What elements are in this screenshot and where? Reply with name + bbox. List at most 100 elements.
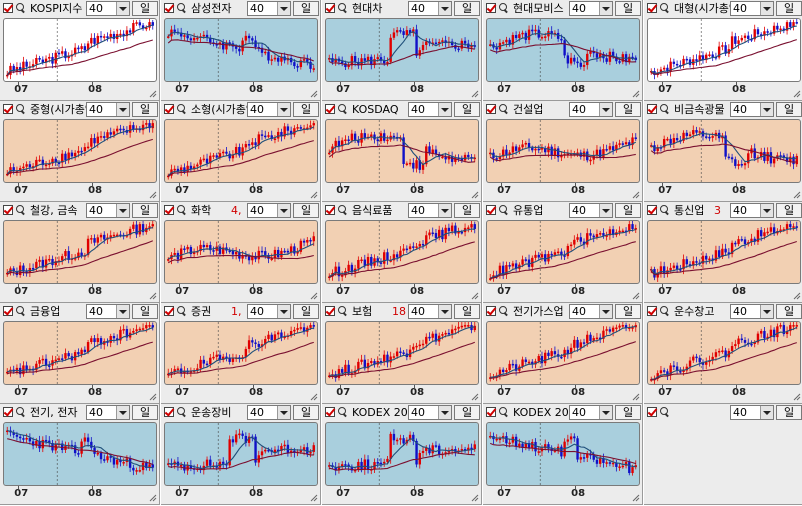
chevron-down-icon[interactable] bbox=[116, 2, 129, 15]
interval-button[interactable]: 일 bbox=[293, 203, 319, 218]
interval-button[interactable]: 일 bbox=[293, 405, 319, 420]
period-select[interactable]: 40 bbox=[247, 102, 291, 117]
candlestick-chart[interactable] bbox=[647, 321, 801, 385]
search-icon[interactable] bbox=[338, 306, 346, 314]
search-icon[interactable] bbox=[16, 407, 24, 415]
resize-grip-icon[interactable] bbox=[632, 90, 640, 98]
search-icon[interactable] bbox=[499, 306, 507, 314]
interval-button[interactable]: 일 bbox=[776, 405, 802, 420]
chevron-down-icon[interactable] bbox=[116, 103, 129, 116]
period-select[interactable]: 40 bbox=[86, 304, 130, 319]
chart-cell[interactable]: KOSPI지수 40 일 07 08 bbox=[0, 0, 160, 101]
period-select[interactable]: 40 bbox=[408, 102, 452, 117]
resize-grip-icon[interactable] bbox=[471, 494, 479, 502]
resize-grip-icon[interactable] bbox=[793, 292, 801, 300]
search-icon[interactable] bbox=[177, 3, 185, 11]
chart-cell[interactable]: 운송장비 40 일 07 08 bbox=[161, 404, 321, 505]
chart-cell[interactable]: 소형(시가총액)40 일 07 08 bbox=[161, 101, 321, 202]
chart-title[interactable]: 소형(시가총액) bbox=[191, 103, 247, 116]
period-select[interactable]: 40 bbox=[569, 304, 613, 319]
search-icon[interactable] bbox=[338, 3, 346, 11]
chevron-down-icon[interactable] bbox=[116, 204, 129, 217]
checkbox-icon[interactable] bbox=[647, 104, 657, 114]
search-icon[interactable] bbox=[660, 205, 668, 213]
candlestick-chart[interactable] bbox=[164, 119, 318, 183]
search-icon[interactable] bbox=[16, 306, 24, 314]
period-select[interactable]: 40 bbox=[86, 1, 130, 16]
chart-cell[interactable]: 통신업 3 40 일 07 08 bbox=[644, 202, 802, 303]
chevron-down-icon[interactable] bbox=[277, 204, 290, 217]
resize-grip-icon[interactable] bbox=[310, 393, 318, 401]
period-select[interactable]: 40 bbox=[86, 102, 130, 117]
period-select[interactable]: 40 bbox=[86, 405, 130, 420]
candlestick-chart[interactable] bbox=[486, 220, 640, 284]
period-select[interactable]: 40 bbox=[247, 203, 291, 218]
period-select[interactable]: 40 bbox=[569, 203, 613, 218]
resize-grip-icon[interactable] bbox=[310, 191, 318, 199]
chart-cell[interactable]: 증권 1, 40 일 07 08 bbox=[161, 303, 321, 404]
search-icon[interactable] bbox=[499, 407, 507, 415]
chevron-down-icon[interactable] bbox=[438, 204, 451, 217]
chart-title[interactable]: 중형(시가총액) bbox=[30, 103, 86, 116]
chart-title[interactable]: KODEX 200 bbox=[513, 406, 569, 419]
chart-cell[interactable]: 전기가스업 40 일 07 08 bbox=[483, 303, 643, 404]
interval-button[interactable]: 일 bbox=[615, 102, 641, 117]
period-select[interactable]: 40 bbox=[569, 1, 613, 16]
chart-cell[interactable]: 철강, 금속 40 일 07 08 bbox=[0, 202, 160, 303]
chevron-down-icon[interactable] bbox=[438, 2, 451, 15]
search-icon[interactable] bbox=[177, 407, 185, 415]
candlestick-chart[interactable] bbox=[325, 220, 479, 284]
chart-title[interactable]: 금융업 bbox=[30, 305, 61, 318]
checkbox-icon[interactable] bbox=[647, 407, 657, 417]
checkbox-icon[interactable] bbox=[325, 104, 335, 114]
search-icon[interactable] bbox=[338, 205, 346, 213]
period-select[interactable]: 40 bbox=[569, 102, 613, 117]
chart-title[interactable]: KOSPI지수 bbox=[30, 2, 83, 15]
resize-grip-icon[interactable] bbox=[310, 494, 318, 502]
search-icon[interactable] bbox=[499, 205, 507, 213]
chevron-down-icon[interactable] bbox=[599, 305, 612, 318]
chevron-down-icon[interactable] bbox=[760, 305, 773, 318]
period-select[interactable]: 40 bbox=[86, 203, 130, 218]
chart-cell[interactable]: 건설업 40 일 07 08 bbox=[483, 101, 643, 202]
search-icon[interactable] bbox=[338, 407, 346, 415]
resize-grip-icon[interactable] bbox=[471, 191, 479, 199]
candlestick-chart[interactable] bbox=[647, 119, 801, 183]
chart-cell[interactable]: 전기, 전자 40 일 07 08 bbox=[0, 404, 160, 505]
resize-grip-icon[interactable] bbox=[793, 393, 801, 401]
resize-grip-icon[interactable] bbox=[632, 393, 640, 401]
search-icon[interactable] bbox=[177, 104, 185, 112]
candlestick-chart[interactable] bbox=[3, 220, 157, 284]
checkbox-icon[interactable] bbox=[3, 306, 13, 316]
chevron-down-icon[interactable] bbox=[277, 305, 290, 318]
search-icon[interactable] bbox=[338, 104, 346, 112]
candlestick-chart[interactable] bbox=[486, 422, 640, 486]
chart-cell[interactable]: 금융업 40 일 07 08 bbox=[0, 303, 160, 404]
candlestick-chart[interactable] bbox=[486, 119, 640, 183]
interval-button[interactable]: 일 bbox=[454, 304, 480, 319]
checkbox-icon[interactable] bbox=[647, 306, 657, 316]
candlestick-chart[interactable] bbox=[3, 18, 157, 82]
chevron-down-icon[interactable] bbox=[438, 305, 451, 318]
resize-grip-icon[interactable] bbox=[149, 292, 157, 300]
chart-cell[interactable]: 보험 18 40 일 07 08 bbox=[322, 303, 482, 404]
chart-cell[interactable]: 대형(시가총액)40 일 07 08 bbox=[644, 0, 802, 101]
interval-button[interactable]: 일 bbox=[454, 405, 480, 420]
candlestick-chart[interactable] bbox=[325, 321, 479, 385]
chart-cell[interactable]: 40 일 bbox=[644, 404, 802, 505]
chevron-down-icon[interactable] bbox=[438, 103, 451, 116]
chart-title[interactable]: 삼성전자 bbox=[191, 2, 232, 15]
interval-button[interactable]: 일 bbox=[454, 203, 480, 218]
resize-grip-icon[interactable] bbox=[149, 90, 157, 98]
candlestick-chart[interactable] bbox=[325, 119, 479, 183]
period-select[interactable]: 40 bbox=[730, 1, 774, 16]
period-select[interactable]: 40 bbox=[730, 203, 774, 218]
chart-title[interactable]: 현대차 bbox=[352, 2, 383, 15]
candlestick-chart[interactable] bbox=[3, 321, 157, 385]
candlestick-chart[interactable] bbox=[164, 321, 318, 385]
interval-button[interactable]: 일 bbox=[776, 1, 802, 16]
period-select[interactable]: 40 bbox=[247, 304, 291, 319]
interval-button[interactable]: 일 bbox=[132, 102, 158, 117]
search-icon[interactable] bbox=[177, 306, 185, 314]
interval-button[interactable]: 일 bbox=[615, 203, 641, 218]
